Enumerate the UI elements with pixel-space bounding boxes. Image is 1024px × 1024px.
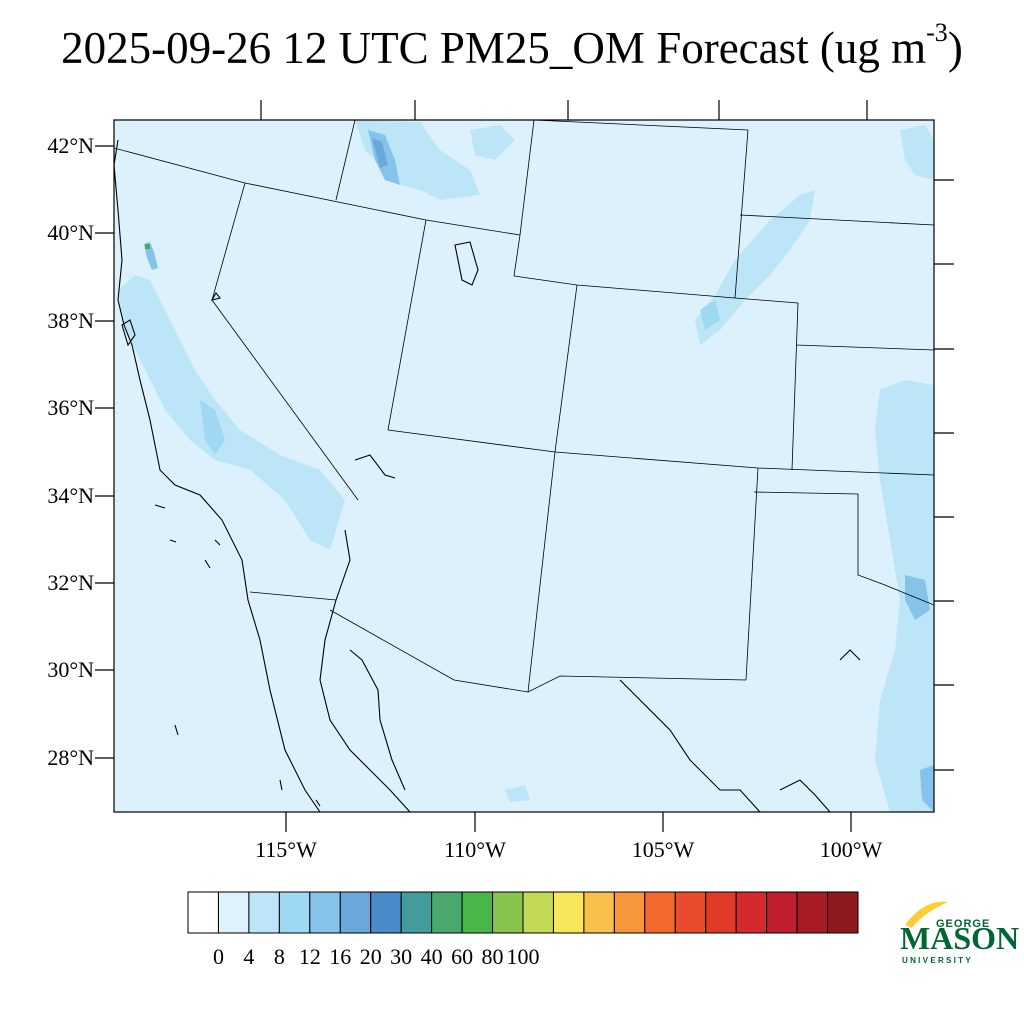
gmu-logo: GEORGE MASON UNIVERSITY <box>898 900 1019 970</box>
colorbar-swatch <box>400 891 433 934</box>
colorbar-swatch <box>674 891 707 934</box>
lat-label: 40°N <box>47 220 94 245</box>
lat-label: 42°N <box>47 133 94 158</box>
colorbar-swatch <box>522 891 554 934</box>
state-borders <box>114 120 934 693</box>
colorbar-label: 80 <box>481 944 504 969</box>
plume-california <box>118 275 345 550</box>
colorbar-label: 16 <box>329 944 352 969</box>
colorbar-label: 30 <box>390 944 413 969</box>
colorbar-swatch <box>644 891 676 934</box>
lon-label: 105°W <box>631 837 695 862</box>
colorbar-swatch <box>735 891 768 934</box>
colorbar-swatch <box>370 891 402 934</box>
plume-colorado <box>695 190 815 345</box>
colorbar-swatch <box>309 891 341 934</box>
lat-label: 30°N <box>47 657 94 682</box>
plume-texas <box>875 380 934 812</box>
colorbar-swatch <box>461 891 494 934</box>
pm25-concentration-field <box>114 120 934 812</box>
colorbar-swatch <box>278 891 311 934</box>
colorbar-label: 40 <box>420 944 443 969</box>
colorbar-swatch <box>766 891 798 934</box>
lat-label: 38°N <box>47 308 94 333</box>
colorbar-swatch <box>827 891 859 934</box>
lat-label: 32°N <box>47 570 94 595</box>
colorbar-label: 20 <box>359 944 382 969</box>
colorbar <box>187 891 859 934</box>
logo-university: UNIVERSITY <box>902 956 974 965</box>
colorbar-swatch <box>217 891 250 934</box>
lon-label: 100°W <box>819 837 883 862</box>
colorbar-label: 4 <box>243 944 255 969</box>
logo-mason: MASON <box>900 920 1020 956</box>
colorbar-swatch <box>613 891 646 934</box>
colorbar-label: 8 <box>273 944 285 969</box>
colorbar-swatch <box>431 891 463 934</box>
logo-george: GEORGE <box>936 918 991 930</box>
coastlines <box>114 139 861 812</box>
lon-label: 110°W <box>444 837 506 862</box>
lat-label: 28°N <box>47 745 94 770</box>
chart-title: 2025-09-26 12 UTC PM25_OM Forecast (ug m… <box>61 18 963 74</box>
lat-label: 36°N <box>47 395 94 420</box>
colorbar-swatch <box>552 891 585 934</box>
logo-leaf-icon <box>905 901 948 928</box>
lon-label: 115°W <box>255 837 317 862</box>
colorbar-swatch <box>796 891 829 934</box>
colorbar-swatch <box>187 891 219 934</box>
colorbar-swatch <box>339 891 372 934</box>
colorbar-swatch <box>583 891 615 934</box>
colorbar-swatch <box>705 891 737 934</box>
colorbar-label: 60 <box>451 944 474 969</box>
colorbar-swatch <box>248 891 280 934</box>
axis-ticks <box>95 100 954 832</box>
colorbar-swatch <box>492 891 524 934</box>
map-frame <box>113 119 935 813</box>
colorbar-label: 0 <box>212 944 224 969</box>
colorbar-label: 100 <box>506 944 540 969</box>
colorbar-label: 12 <box>298 944 321 969</box>
lat-label: 34°N <box>47 483 94 508</box>
